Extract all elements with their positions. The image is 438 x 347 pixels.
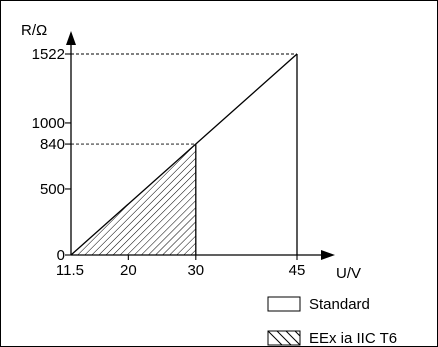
x-tick-label-11.5: 11.5 — [56, 262, 84, 279]
legend: Standard EEx ia IIC T6 — [267, 296, 397, 347]
x-axis-arrow — [321, 250, 335, 260]
legend-label-standard: Standard — [309, 296, 370, 313]
series-line-standard — [70, 53, 298, 256]
legend-swatch-eex — [267, 330, 301, 346]
y-axis-arrow — [66, 31, 76, 45]
legend-swatch-hatch-lines — [268, 331, 300, 345]
tick-labels: 0 500 840 1000 1522 11.5 20 30 45 — [32, 46, 306, 279]
y-tick-label-1000: 1000 — [32, 115, 65, 132]
y-tick-label-840: 840 — [40, 136, 65, 153]
x-tick-label-30: 30 — [187, 262, 204, 279]
plot-marks — [70, 53, 298, 256]
x-axis-title: U/V — [336, 265, 361, 282]
legend-label-eex: EEx ia IIC T6 — [309, 330, 397, 347]
y-tick-label-1522: 1522 — [32, 46, 65, 63]
x-tick-label-45: 45 — [289, 262, 306, 279]
x-tick-label-20: 20 — [120, 262, 137, 279]
y-tick-label-500: 500 — [40, 181, 65, 198]
y-axis-title: R/Ω — [21, 22, 47, 39]
y-tick-label-0: 0 — [57, 247, 65, 264]
legend-swatch-standard — [267, 296, 301, 312]
